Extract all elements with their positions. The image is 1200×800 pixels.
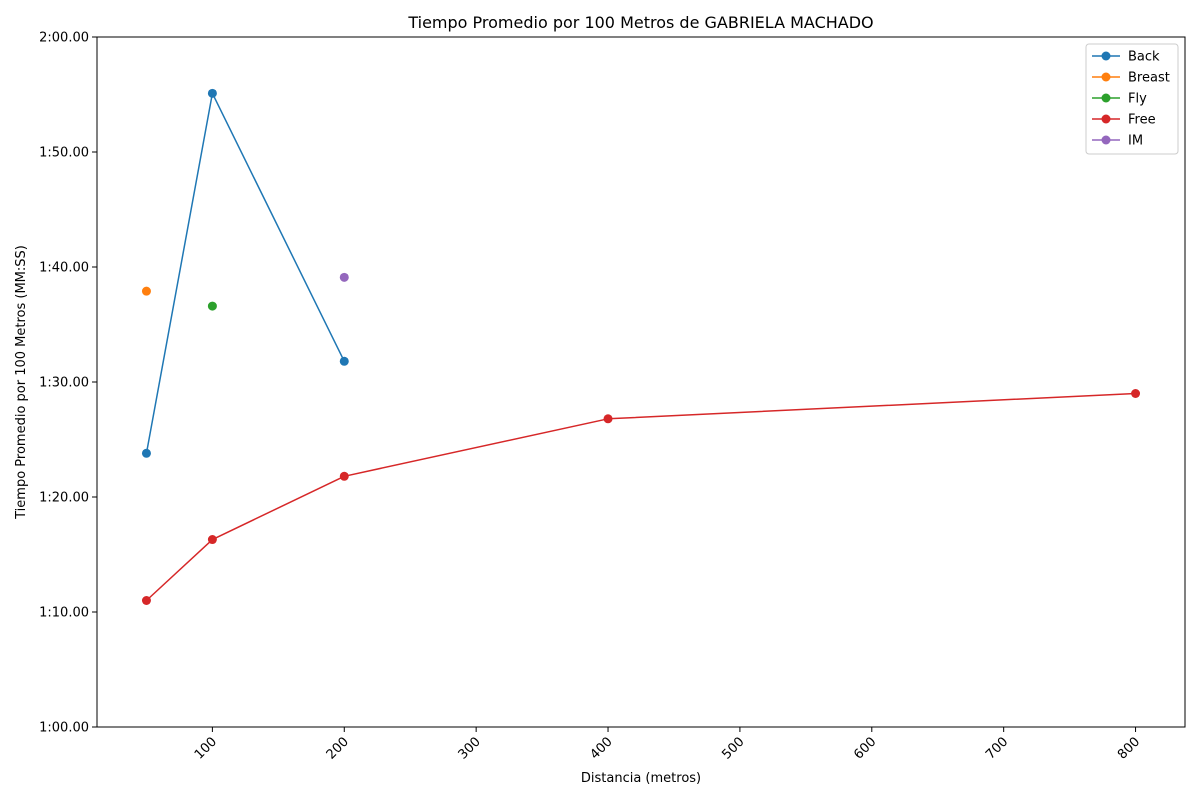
data-point-free: [603, 414, 613, 424]
data-point-free: [339, 471, 349, 481]
y-tick-label: 1:50.00: [39, 146, 89, 161]
plot-points: [141, 88, 1141, 605]
data-point-breast: [141, 286, 151, 296]
y-tick-label: 2:00.00: [39, 31, 89, 46]
legend-label-fly: Fly: [1128, 92, 1147, 107]
legend-label-free: Free: [1128, 113, 1156, 128]
legend-label-im: IM: [1128, 134, 1143, 149]
data-point-fly: [207, 301, 217, 311]
legend-frame: [1085, 43, 1179, 155]
y-axis-ticks: 1:00.00 1:10.00 1:20.00 1:30.00 1:40.00 1:50.…: [39, 31, 97, 736]
data-point-free: [141, 596, 151, 605]
y-tick-label: 1:30.00: [39, 376, 89, 391]
data-point-back: [207, 88, 217, 98]
legend-label-back: Back: [1128, 50, 1160, 65]
y-tick-label: 1:00.00: [39, 721, 89, 736]
legend-marker-fly: [1101, 93, 1111, 103]
legend-marker-im: [1101, 135, 1111, 145]
data-point-free: [1131, 389, 1141, 398]
legend-label-breast: Breast: [1128, 71, 1170, 86]
y-tick-label: 1:10.00: [39, 606, 89, 621]
data-point-back: [339, 356, 349, 366]
data-point-back: [141, 448, 151, 458]
legend-marker-free: [1101, 114, 1111, 124]
legend: Back Breast Fly Free IM: [1085, 43, 1179, 155]
legend-marker-breast: [1101, 72, 1111, 82]
y-axis-label: Tiempo Promedio por 100 Metros (MM:SS): [14, 245, 29, 520]
data-point-free: [207, 535, 217, 545]
data-point-im: [339, 272, 349, 282]
x-axis-label: Distancia (metros): [581, 771, 701, 786]
chart-title: Tiempo Promedio por 100 Metros de GABRIE…: [407, 13, 873, 32]
y-tick-label: 1:20.00: [39, 491, 89, 506]
y-tick-label: 1:40.00: [39, 261, 89, 276]
legend-marker-back: [1101, 51, 1111, 61]
